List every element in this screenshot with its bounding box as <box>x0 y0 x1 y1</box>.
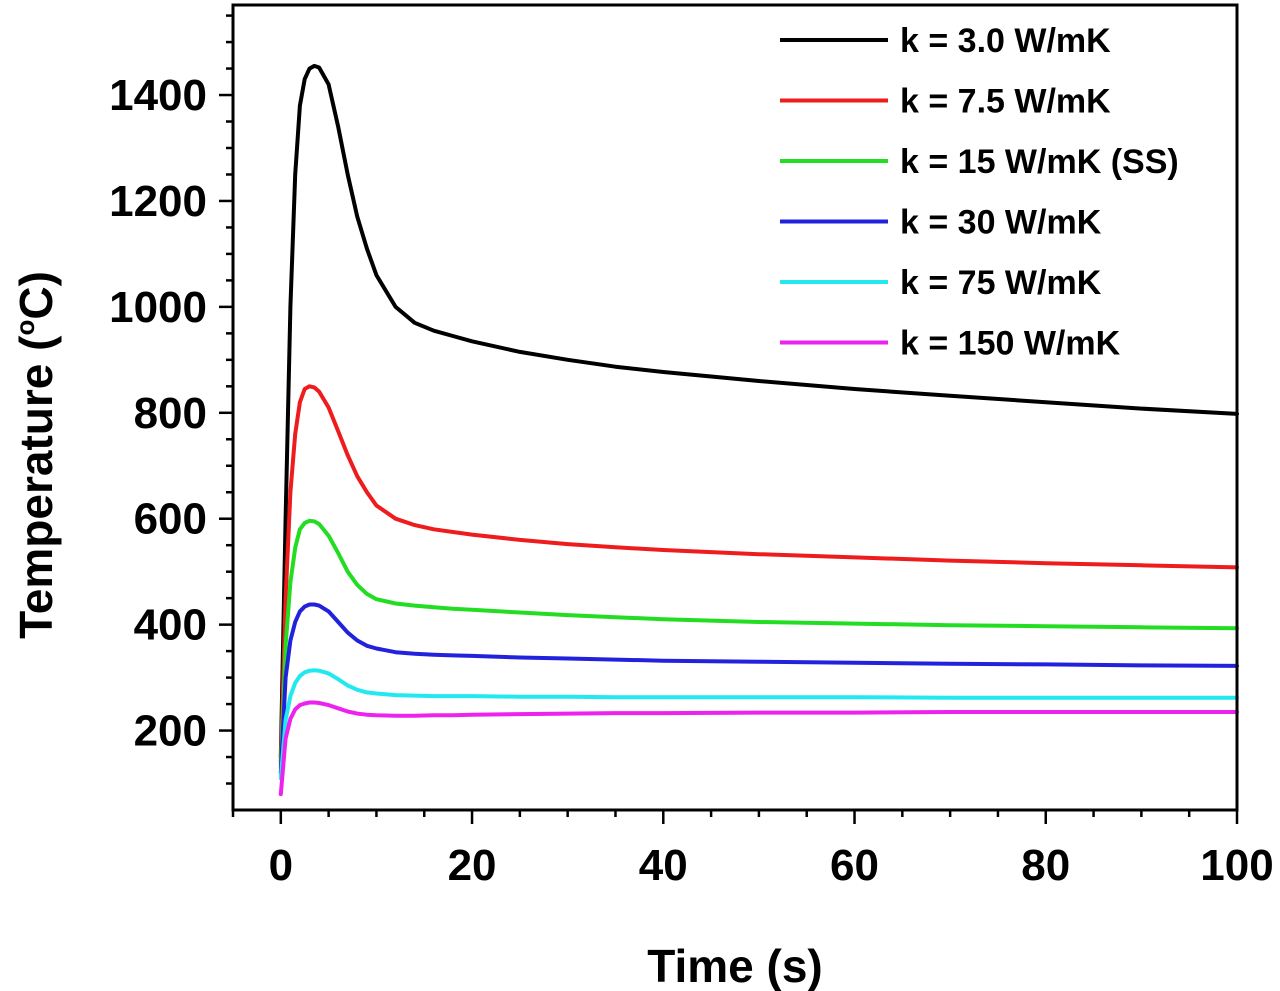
x-tick-label: 40 <box>639 841 688 890</box>
y-axis-title-degree: o <box>10 320 40 336</box>
series-line-6 <box>278 700 1239 797</box>
x-tick-label: 60 <box>830 841 879 890</box>
x-tick-label: 80 <box>1021 841 1070 890</box>
y-axis-title-main: Temperature ( <box>10 335 62 639</box>
y-tick-label: 1200 <box>109 177 207 226</box>
series-line-3 <box>278 518 1239 770</box>
y-tick-label: 1000 <box>109 283 207 332</box>
plot-frame <box>231 3 1239 812</box>
x-tick-label: 20 <box>448 841 497 890</box>
legend-label-6: k = 150 W/mK <box>900 325 1121 363</box>
legend-label-3: k = 15 W/mK (SS) <box>900 143 1179 181</box>
y-tick-label: 1400 <box>109 71 207 120</box>
legend-label-2: k = 7.5 W/mK <box>900 83 1111 121</box>
plot-layer <box>278 63 1239 797</box>
y-tick-label: 400 <box>134 601 207 650</box>
x-axis-title: Time (s) <box>647 940 823 991</box>
series-line-4 <box>278 602 1239 775</box>
legend: k = 3.0 W/mK k = 7.5 W/mK k = 15 W/mK (SS)… <box>780 22 1179 363</box>
legend-label-5: k = 75 W/mK <box>900 264 1102 302</box>
legend-label-1: k = 3.0 W/mK <box>900 22 1111 60</box>
y-tick-label: 200 <box>134 707 207 756</box>
y-tick-label: 800 <box>134 389 207 438</box>
series-line-1 <box>278 63 1239 759</box>
y-axis-title-tail: C) <box>10 271 62 320</box>
series-line-5 <box>278 668 1239 781</box>
y-tick-label: 600 <box>134 495 207 544</box>
legend-label-4: k = 30 W/mK <box>900 204 1102 242</box>
axes-layer: 0 20 40 60 80 100 200 400 600 800 1000 1200 1400 <box>109 3 1274 890</box>
x-tick-label: 100 <box>1200 841 1273 890</box>
series-line-2 <box>278 384 1239 765</box>
y-axis-title: Temperature (oC) <box>10 271 62 639</box>
x-tick-label: 0 <box>269 841 293 890</box>
